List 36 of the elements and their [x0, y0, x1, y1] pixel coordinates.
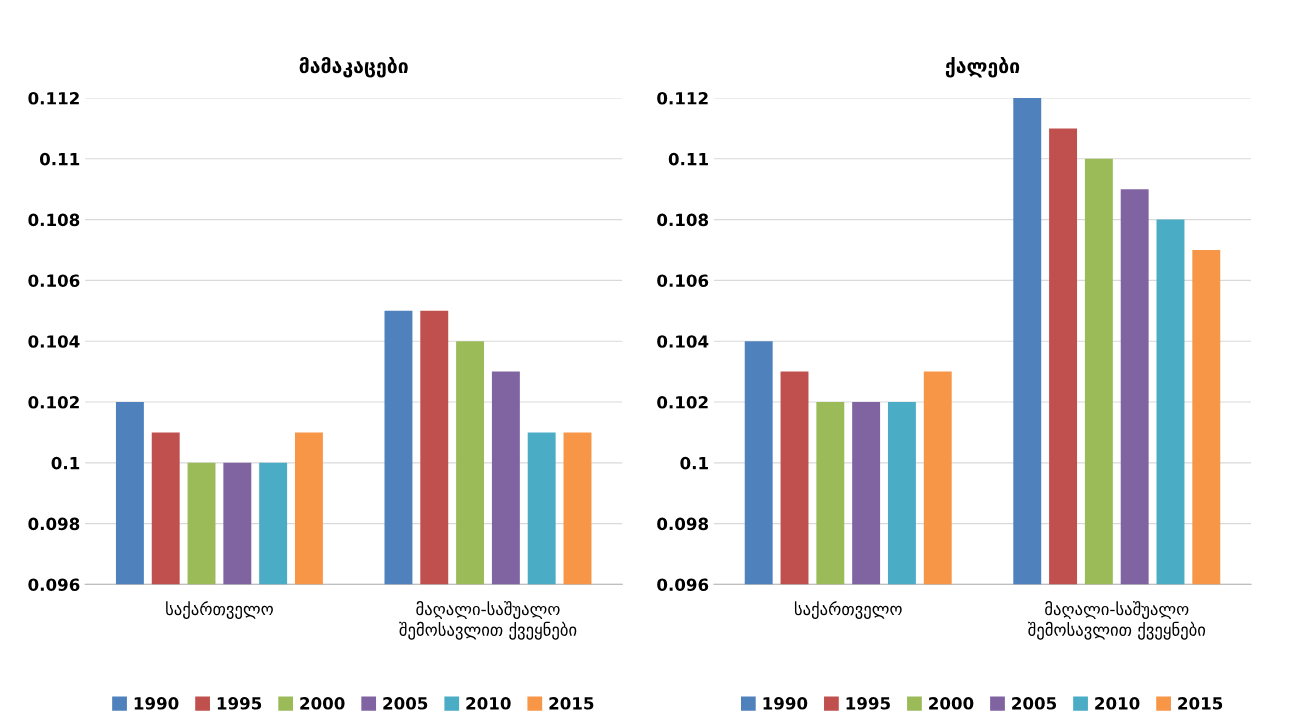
y-tick-label: 0.102 [657, 395, 708, 409]
chart-title: ქალები [945, 57, 1020, 78]
legend-label: 2015 [549, 697, 594, 710]
legend-label: 1995 [846, 697, 890, 710]
y-tick-label: 0.106 [657, 274, 709, 287]
legend-label: 2015 [1178, 697, 1223, 710]
legend-label: 1995 [217, 697, 262, 710]
legend-label: 2010 [466, 697, 511, 710]
chart-title: მამაკაცები [299, 56, 408, 78]
y-tick-label: 0.1 [680, 456, 708, 470]
legend-label: 2000 [300, 697, 345, 710]
x-tick-label: მაღალი-საშუალო შემოსავლით ქვეყნები [1028, 601, 1206, 640]
legend-label: 2005 [1012, 697, 1057, 710]
x-tick-label: საქართველო [794, 601, 902, 619]
y-tick-label: 0.112 [28, 91, 79, 105]
y-tick-label: 0.106 [28, 274, 80, 287]
y-tick-label: 0.108 [657, 213, 709, 227]
y-tick-label: 0.1 [51, 456, 80, 470]
y-tick-label: 0.098 [657, 517, 709, 531]
y-tick-label: 0.096 [28, 578, 80, 591]
y-tick-label: 0.108 [28, 213, 80, 227]
x-tick-label: საქართველო [166, 601, 273, 619]
legend-label: 1990 [134, 697, 179, 710]
y-tick-label: 0.104 [28, 335, 80, 348]
legend-label: 2000 [929, 697, 974, 710]
y-tick-label: 0.102 [28, 395, 79, 409]
y-tick-label: 0.11 [668, 152, 708, 166]
legend-label: 1990 [763, 697, 808, 710]
y-tick-label: 0.098 [28, 517, 80, 531]
legend-label: 2010 [1095, 697, 1140, 710]
legend-label: 2005 [383, 697, 428, 710]
x-tick-label: მაღალი-საშუალო შემოსავლით ქვეყნები [399, 601, 577, 640]
y-tick-label: 0.104 [657, 335, 709, 348]
y-tick-label: 0.096 [657, 578, 709, 591]
y-tick-label: 0.112 [657, 91, 708, 105]
y-tick-label: 0.11 [39, 152, 80, 166]
